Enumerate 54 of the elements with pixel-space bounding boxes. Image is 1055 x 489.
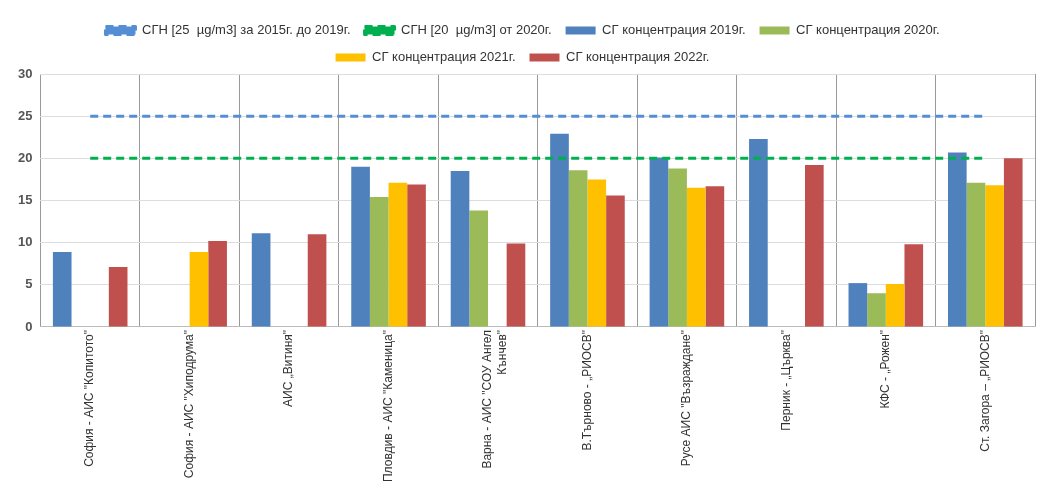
- bar: [606, 195, 625, 327]
- bar: [668, 168, 687, 327]
- bar: [550, 133, 569, 327]
- x-tick-label: София - АИС "Копитото": [82, 329, 97, 467]
- bar: [208, 240, 227, 327]
- bar: [805, 165, 824, 327]
- x-tick-label: КФС - „Рожен": [878, 329, 893, 409]
- y-tick-label: 5: [25, 276, 33, 292]
- x-tick-label: Варна - АИС "СОУ Ангел Кънчев": [480, 329, 509, 469]
- bar: [985, 185, 1004, 327]
- bar: [108, 267, 128, 327]
- legend-label: СГ концентрация 2019г.: [602, 22, 746, 38]
- bar: [904, 244, 924, 327]
- legend-label: СГ концентрация 2020г.: [796, 22, 940, 38]
- legend-label: СГН [25 µg/m3] за 2015г. до 2019г.: [142, 22, 351, 38]
- bar: [351, 166, 370, 327]
- x-tick-label: Пловдив - АИС "Каменица": [380, 329, 395, 483]
- y-tick-label: 0: [25, 318, 33, 334]
- bar: [52, 251, 72, 327]
- x-tick-label: София - АИС "Хиподрума": [181, 329, 196, 479]
- bar: [947, 152, 967, 327]
- legend-label: СГ концентрация 2022г.: [566, 49, 710, 65]
- bar: [749, 138, 768, 327]
- x-tick-label: Ст. Загора – „РИОСВ": [977, 329, 992, 452]
- legend-label: СГ концентрация 2021г.: [372, 49, 516, 65]
- bar: [848, 283, 868, 327]
- x-tick-label: В.Търново - „РИОСВ": [579, 329, 594, 451]
- bar: [450, 170, 470, 327]
- bar: [568, 170, 588, 327]
- bar: [885, 283, 905, 327]
- bar: [469, 210, 488, 327]
- bar: [307, 234, 327, 327]
- bar: [189, 251, 209, 327]
- legend-label: СГН [20 µg/m3] от 2020г.: [401, 22, 552, 38]
- bar: [506, 243, 526, 327]
- bar: [686, 187, 706, 327]
- y-tick-label: 30: [17, 65, 33, 81]
- y-tick-label: 15: [17, 192, 33, 208]
- y-tick-label: 25: [17, 107, 33, 123]
- y-tick-label: 10: [17, 234, 33, 250]
- bar: [649, 157, 669, 327]
- bar: [407, 184, 426, 327]
- bar: [867, 293, 886, 327]
- bar: [369, 197, 389, 327]
- bar: [587, 179, 607, 327]
- bar: [1003, 158, 1023, 327]
- bar: [966, 182, 986, 327]
- bar: [251, 233, 271, 327]
- y-tick-label: 20: [17, 149, 33, 165]
- x-tick-label: Перник - „Църква": [778, 329, 793, 431]
- bar: [388, 182, 408, 327]
- bar: [705, 186, 725, 327]
- x-tick-label: АИС „Витиня": [281, 329, 296, 407]
- x-tick-label: Русе АИС "Възраждане": [679, 329, 694, 467]
